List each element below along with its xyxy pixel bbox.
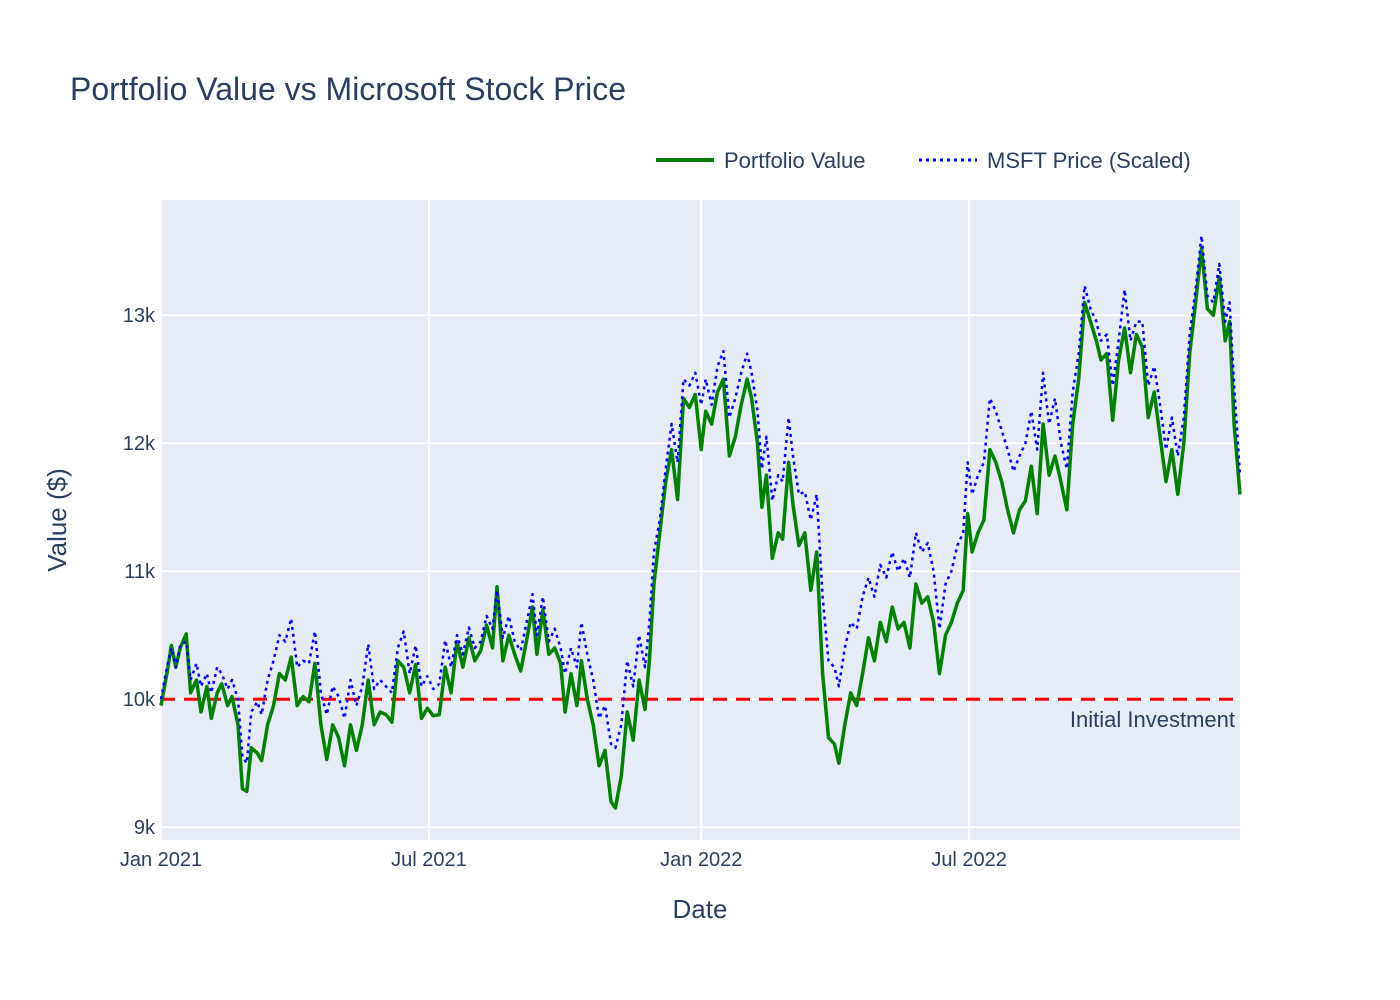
chart-title: Portfolio Value vs Microsoft Stock Price xyxy=(70,71,626,107)
legend-label-msft-price[interactable]: MSFT Price (Scaled) xyxy=(987,148,1191,173)
y-tick-label: 10k xyxy=(123,689,156,711)
x-tick-label: Jul 2021 xyxy=(391,849,467,871)
y-axis-title: Value ($) xyxy=(42,468,72,572)
initial-investment-label: Initial Investment xyxy=(1070,707,1235,732)
legend-label-portfolio-value[interactable]: Portfolio Value xyxy=(724,148,865,173)
series-group xyxy=(159,234,1242,810)
y-tick-label: 12k xyxy=(123,433,156,455)
y-tick-label: 9k xyxy=(134,817,156,839)
series-line-msft-price[interactable] xyxy=(159,234,1242,765)
y-tick-labels: 9k 10k 11k 12k 13k xyxy=(123,305,156,839)
initial-investment-group: Initial Investment xyxy=(161,697,1240,732)
y-tick-label: 13k xyxy=(123,305,156,327)
legend[interactable]: Portfolio Value MSFT Price (Scaled) xyxy=(656,148,1191,173)
x-tick-label: Jan 2021 xyxy=(120,849,202,871)
x-tick-labels: Jan 2021 Jul 2021 Jan 2022 Jul 2022 xyxy=(120,849,1007,871)
x-axis-title: Date xyxy=(673,894,728,924)
x-tick-label: Jan 2022 xyxy=(660,849,742,871)
y-tick-label: 11k xyxy=(124,561,156,583)
x-tick-label: Jul 2022 xyxy=(931,849,1007,871)
series-line-portfolio-value[interactable] xyxy=(159,246,1242,810)
